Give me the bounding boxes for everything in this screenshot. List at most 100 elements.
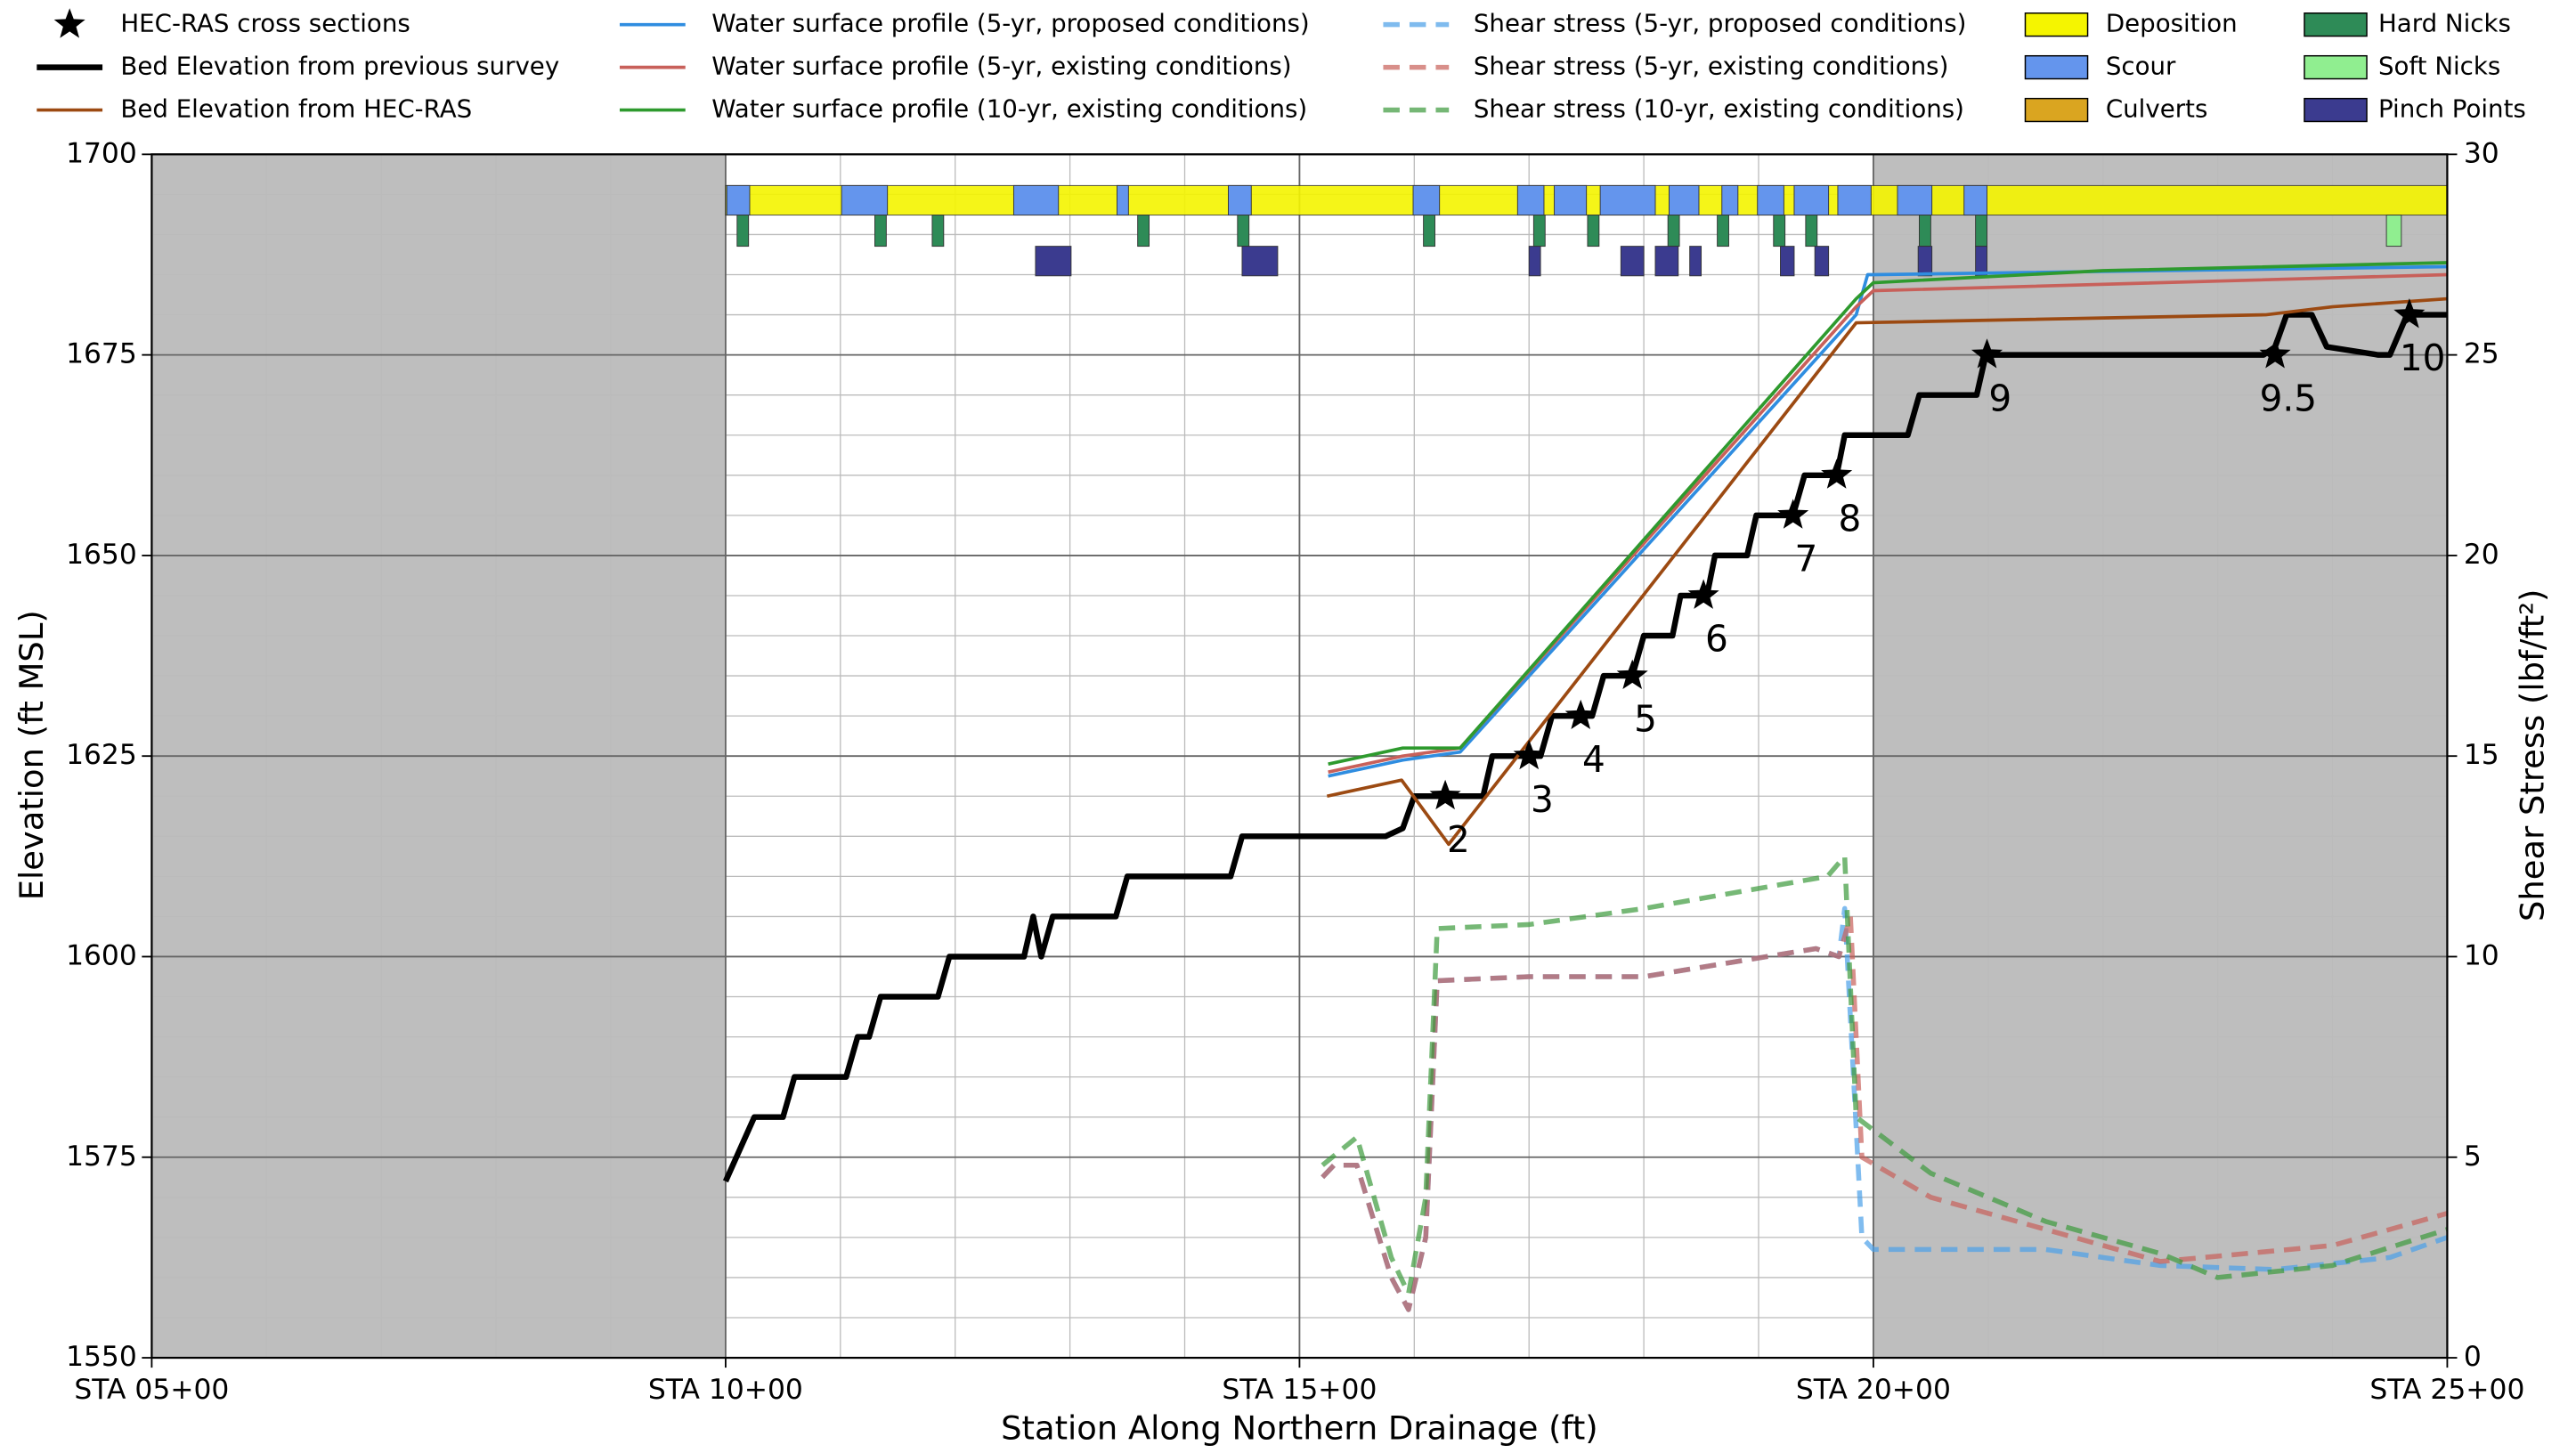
legend-marker (2304, 54, 2368, 80)
zone-pinch-points (1035, 246, 1072, 277)
zone-pinch-points (1528, 246, 1541, 277)
zone-hard-nicks (1237, 215, 1250, 248)
cross-section-marker (1687, 579, 1719, 609)
cross-section-label: 7 (1795, 537, 1818, 580)
y-tick-label: 1700 (66, 137, 137, 169)
zone-hard-nicks (1975, 215, 1987, 248)
zone-scour (1412, 184, 1441, 216)
zone-scour (1116, 184, 1129, 216)
legend-label: Soft Nicks (2378, 52, 2500, 81)
legend-label: Bed Elevation from previous survey (120, 52, 559, 81)
x-tick-label: STA 15+00 (1222, 1374, 1377, 1406)
y2-tick-label: 15 (2464, 739, 2499, 771)
y2-tick-label: 10 (2464, 939, 2499, 971)
x-tick-label: STA 25+00 (2369, 1374, 2524, 1406)
zone-pinch-points (1241, 246, 1279, 277)
legend-label: Hard Nicks (2378, 9, 2511, 38)
legend-label: Water surface profile (10-yr, existing c… (711, 94, 1307, 124)
cross-section-label: 8 (1839, 497, 1862, 540)
zone-scour (841, 184, 889, 216)
cross-section-label: 2 (1447, 818, 1470, 861)
y-tick-label: 1550 (66, 1341, 137, 1373)
data-line (1328, 272, 2448, 775)
legend-label: Bed Elevation from HEC-RAS (120, 94, 472, 124)
data-line (1328, 264, 2448, 778)
legend-label: Deposition (2106, 9, 2238, 38)
y2-tick-label: 30 (2464, 137, 2499, 169)
zone-hard-nicks (1667, 215, 1680, 248)
zone-scour (1721, 184, 1739, 216)
legend-label: Shear stress (5-yr, proposed conditions) (1474, 9, 1967, 38)
zone-hard-nicks (1423, 215, 1435, 248)
zone-pinch-points (1917, 246, 1933, 277)
y2-tick-label: 25 (2464, 338, 2499, 370)
legend-label: HEC-RAS cross sections (120, 9, 410, 38)
zone-pinch-points (1654, 246, 1679, 277)
data-line (722, 312, 2448, 1183)
zone-pinch-points (1814, 246, 1830, 277)
y-tick-label: 1625 (66, 739, 137, 771)
zone-soft-nicks (2385, 215, 2402, 248)
legend-label: Shear stress (10-yr, existing conditions… (1474, 94, 1964, 124)
cross-section-marker (1429, 779, 1461, 810)
data-line (1321, 854, 2449, 1296)
zone-scour (1599, 184, 1656, 216)
zone-scour (1516, 184, 1545, 216)
zone-scour (726, 184, 751, 216)
cross-section-marker (1564, 699, 1597, 730)
zone-scour (1897, 184, 1933, 216)
legend-marker (2024, 97, 2089, 123)
data-line (1326, 296, 2448, 847)
zone-scour (1793, 184, 1830, 216)
cross-section-label: 6 (1705, 618, 1728, 661)
zone-hard-nicks (1532, 215, 1546, 248)
zone-hard-nicks (1587, 215, 1600, 248)
legend-marker (2304, 97, 2368, 123)
x-tick-label: STA 05+00 (74, 1374, 229, 1406)
zone-pinch-points (1780, 246, 1795, 277)
x-tick-label: STA 20+00 (1796, 1374, 1951, 1406)
cross-section-marker (1513, 739, 1545, 770)
legend-label: Scour (2106, 52, 2176, 81)
x-axis-title: Station Along Northern Drainage (ft) (1001, 1409, 1598, 1448)
zone-scour (1963, 184, 1987, 216)
zone-hard-nicks (931, 215, 945, 248)
cross-section-marker (2259, 338, 2291, 369)
zone-pinch-points (1620, 246, 1645, 277)
cross-section-marker (1616, 659, 1648, 689)
zone-hard-nicks (1137, 215, 1150, 248)
x-tick-label: STA 10+00 (648, 1374, 803, 1406)
y-tick-label: 1650 (66, 539, 137, 571)
y-tick-label: 1675 (66, 338, 137, 370)
cross-section-label: 9 (1988, 377, 2011, 419)
legend-marker (2024, 12, 2089, 37)
legend-label: Culverts (2106, 94, 2208, 124)
cross-section-marker (2393, 298, 2426, 329)
y2-tick-label: 20 (2464, 539, 2499, 571)
zone-scour (1012, 184, 1060, 216)
cross-section-marker (1777, 499, 1809, 529)
cross-section-label: 4 (1582, 738, 1605, 781)
zone-pinch-points (1689, 246, 1702, 277)
zone-pinch-points (1975, 246, 1987, 277)
y-tick-label: 1575 (66, 1140, 137, 1173)
y-tick-label: 1600 (66, 939, 137, 971)
zone-hard-nicks (1919, 215, 1931, 248)
cross-section-marker (1821, 459, 1853, 489)
data-line (1328, 261, 2448, 767)
zone-scour (1228, 184, 1252, 216)
y2-tick-label: 5 (2464, 1140, 2482, 1173)
legend-label: Pinch Points (2378, 94, 2526, 124)
zone-scour (1837, 184, 1872, 216)
zone-hard-nicks (874, 215, 887, 248)
y2-axis-title: Shear Stress (lbf/ft²) (2514, 589, 2552, 921)
cross-section-label: 9.5 (2260, 377, 2317, 419)
legend-label: Shear stress (5-yr, existing conditions) (1474, 52, 1949, 81)
legend-marker (53, 8, 85, 38)
zone-scour (1669, 184, 1700, 216)
y2-tick-label: 0 (2464, 1341, 2482, 1373)
cross-section-label: 3 (1531, 778, 1554, 821)
zone-scour (1554, 184, 1588, 216)
